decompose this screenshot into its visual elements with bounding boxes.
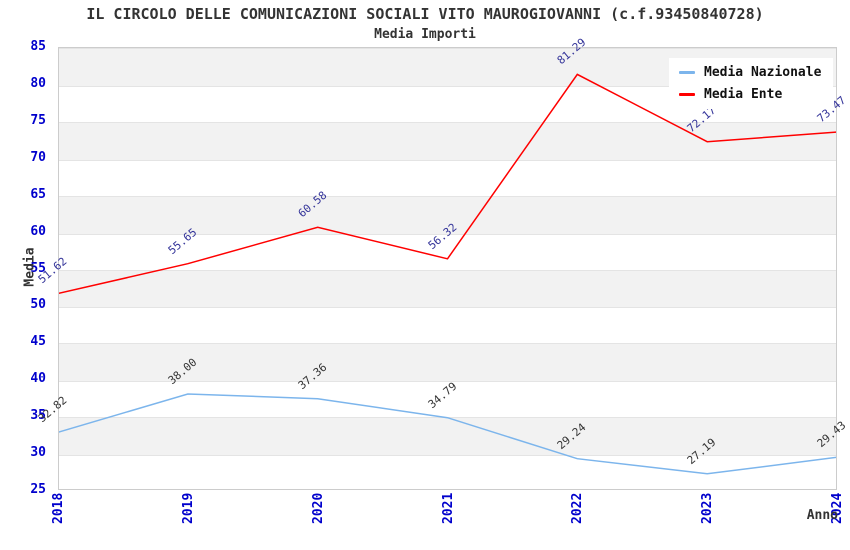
series-line-0 <box>59 393 836 475</box>
y-tick-label: 70 <box>30 149 46 165</box>
y-axis-title: Media <box>22 247 38 287</box>
y-tick-label: 60 <box>30 223 46 239</box>
legend-item-media-ente[interactable]: Media Ente <box>679 87 821 102</box>
y-tick-label: 80 <box>30 75 46 91</box>
y-tick-label: 65 <box>30 186 46 202</box>
x-tick-label: 2019 <box>180 492 196 524</box>
plot-area <box>58 47 837 490</box>
y-tick-label: 25 <box>30 482 46 497</box>
y-tick-label: 40 <box>30 371 46 387</box>
x-tick-label: 2018 <box>51 492 66 524</box>
grid-band <box>59 343 836 383</box>
line-marker-icon <box>679 71 695 74</box>
y-tick-label: 50 <box>30 297 46 313</box>
chart-subtitle: Media Importi <box>374 27 476 42</box>
legend-label: Media Nazionale <box>704 65 822 80</box>
legend: Media Nazionale Media Ente <box>669 58 834 109</box>
x-axis-title: Anno <box>806 508 838 523</box>
x-tick-label: 2020 <box>310 492 326 524</box>
y-tick-label: 55 <box>30 260 46 276</box>
series-lines <box>59 73 836 475</box>
grid-band <box>59 195 836 235</box>
y-tick-label: 85 <box>30 39 46 54</box>
y-tick-label: 30 <box>30 445 46 461</box>
y-tick-label: 45 <box>30 334 46 350</box>
line-marker-icon <box>679 93 695 96</box>
x-tick-label: 2023 <box>700 492 716 524</box>
x-tick-label: 2022 <box>570 492 586 524</box>
chart-title: IL CIRCOLO DELLE COMUNICAZIONI SOCIALI V… <box>86 5 764 23</box>
y-tick-label: 75 <box>30 112 46 128</box>
series-line-1 <box>59 73 836 295</box>
x-tick-label: 2021 <box>440 492 456 524</box>
legend-label: Media Ente <box>704 87 783 102</box>
legend-item-media-nazionale[interactable]: Media Nazionale <box>679 65 821 80</box>
grid-band <box>59 269 836 309</box>
y-tick-label: 35 <box>30 408 46 424</box>
